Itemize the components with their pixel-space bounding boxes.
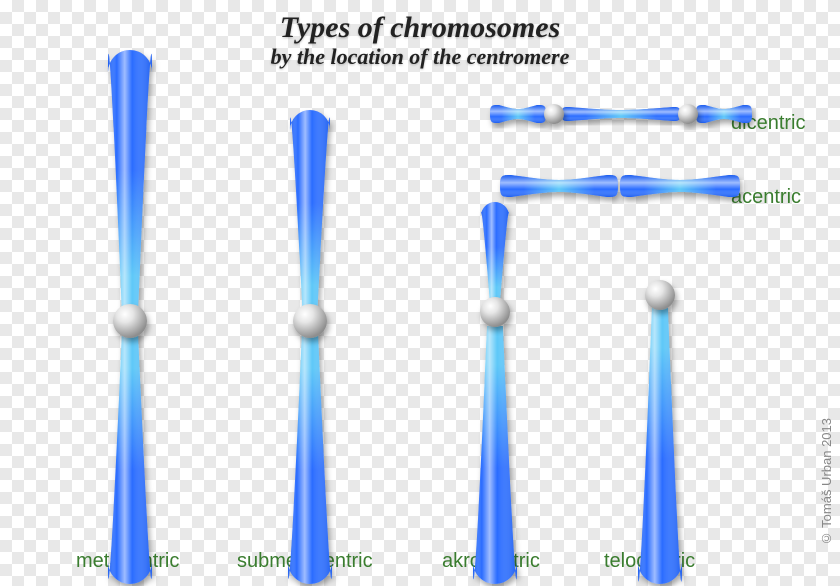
dicentric-arm-1 [562, 107, 680, 121]
acentric-arm-1 [620, 175, 740, 197]
chromosome-canvas [0, 0, 840, 586]
metacentric-centromere [113, 304, 147, 338]
akrocentric-centromere [480, 297, 510, 327]
submetacentric-upper-arm [290, 110, 330, 316]
submetacentric-centromere [293, 304, 327, 338]
dicentric-centromere-0 [544, 104, 564, 124]
dicentric-centromere-1 [678, 104, 698, 124]
submetacentric-lower-arm [288, 330, 332, 584]
acentric-arm-0 [500, 175, 618, 197]
metacentric-lower-arm [108, 330, 152, 584]
dicentric-arm-2 [696, 105, 752, 123]
telocentric-centromere [645, 280, 675, 310]
akrocentric-upper-arm [481, 202, 509, 302]
akrocentric-lower-arm [473, 326, 517, 584]
metacentric-upper-arm [108, 50, 152, 316]
dicentric-arm-0 [490, 105, 546, 123]
telocentric-lower-arm [638, 306, 682, 584]
